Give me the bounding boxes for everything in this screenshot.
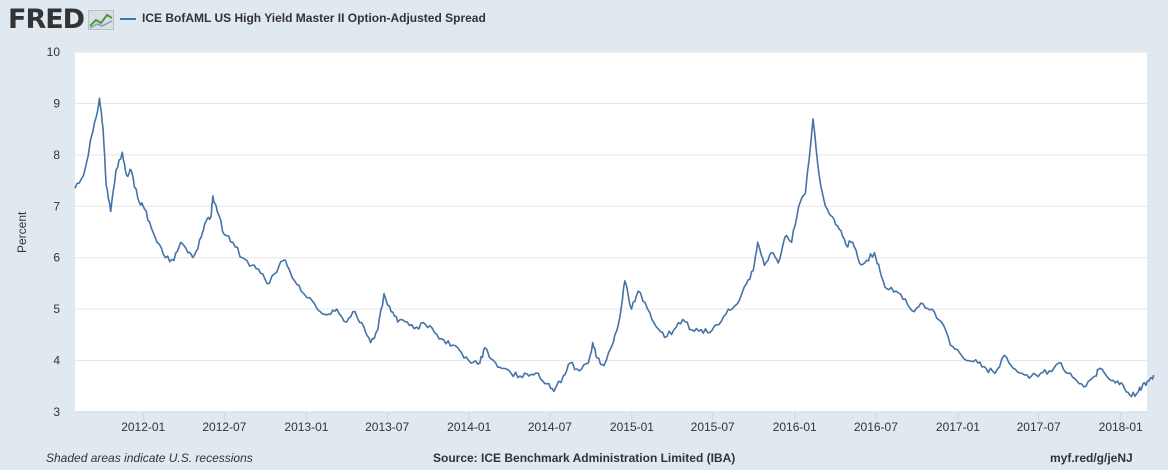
line-chart-icon bbox=[88, 10, 114, 30]
x-tick-label: 2012-01 bbox=[121, 420, 165, 434]
y-axis-title: Percent bbox=[15, 211, 29, 253]
x-tick-label: 2013-07 bbox=[365, 420, 409, 434]
y-tick-label: 9 bbox=[53, 96, 60, 110]
x-tick-label: 2014-01 bbox=[447, 420, 491, 434]
x-tick-label: 2016-07 bbox=[854, 420, 898, 434]
series-line[interactable] bbox=[74, 97, 1155, 398]
x-tick-label: 2014-07 bbox=[528, 420, 572, 434]
x-tick-label: 2012-07 bbox=[202, 420, 246, 434]
x-tick-label: 2018-01 bbox=[1099, 420, 1143, 434]
x-tick-label: 2017-01 bbox=[936, 420, 980, 434]
legend-swatch bbox=[120, 18, 136, 20]
source-text: Source: ICE Benchmark Administration Lim… bbox=[433, 451, 736, 465]
plot-area bbox=[75, 52, 1147, 412]
fred-logo[interactable]: FRED bbox=[8, 4, 85, 35]
y-tick-label: 7 bbox=[53, 199, 60, 213]
x-tick-label: 2015-01 bbox=[610, 420, 654, 434]
x-tick-label: 2015-07 bbox=[691, 420, 735, 434]
y-tick-label: 8 bbox=[53, 148, 60, 162]
y-tick-label: 5 bbox=[53, 302, 60, 316]
short-url-link[interactable]: myf.red/g/jeNJ bbox=[1050, 451, 1133, 465]
x-tick-label: 2016-01 bbox=[773, 420, 817, 434]
x-tick-label: 2017-07 bbox=[1017, 420, 1061, 434]
recession-note: Shaded areas indicate U.S. recessions bbox=[46, 451, 253, 465]
header: FRED ICE BofAML US High Yield Master II … bbox=[0, 0, 1168, 38]
y-tick-label: 4 bbox=[53, 354, 60, 368]
y-tick-label: 3 bbox=[53, 405, 60, 419]
legend-label: ICE BofAML US High Yield Master II Optio… bbox=[142, 11, 486, 25]
y-tick-label: 10 bbox=[47, 45, 61, 59]
y-tick-label: 6 bbox=[53, 251, 60, 265]
x-tick-label: 2013-01 bbox=[284, 420, 328, 434]
